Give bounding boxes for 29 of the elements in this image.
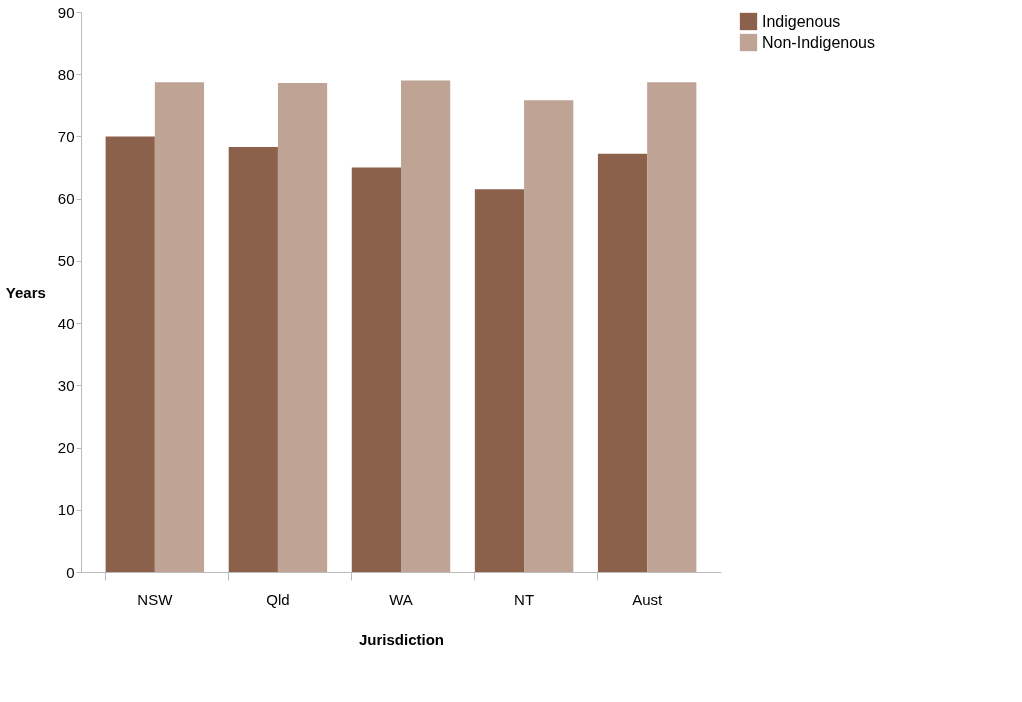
bar: [277, 82, 328, 572]
x-tick-label: Aust: [632, 590, 663, 608]
x-tick-label: NT: [514, 590, 535, 608]
legend-label: Indigenous: [762, 12, 841, 30]
y-tick-label: 20: [57, 439, 75, 457]
bar: [524, 100, 574, 572]
bar: [401, 80, 451, 572]
y-tick-label: 70: [57, 127, 75, 145]
y-tick-label: 50: [57, 252, 75, 270]
bar: [105, 136, 155, 572]
y-tick-label: 10: [57, 501, 75, 519]
x-tick-label: Qld: [266, 590, 290, 608]
y-tick-label: 0: [66, 563, 75, 581]
y-tick-label: 30: [57, 376, 75, 394]
bar: [647, 82, 697, 572]
bar: [154, 82, 205, 572]
y-tick-label: 90: [57, 3, 75, 21]
bar: [351, 167, 401, 572]
legend-label: Non-Indigenous: [762, 33, 875, 51]
x-tick-label: NSW: [137, 590, 174, 608]
x-axis-title: Jurisdiction: [358, 630, 445, 648]
y-tick-label: 60: [57, 190, 75, 208]
bar: [597, 153, 648, 572]
y-tick-label: 80: [57, 65, 75, 83]
y-axis-title: Years: [5, 283, 46, 301]
bar: [474, 189, 525, 572]
x-tick-label: WA: [389, 590, 413, 608]
bar: [228, 147, 278, 572]
y-tick-label: 40: [57, 314, 75, 332]
